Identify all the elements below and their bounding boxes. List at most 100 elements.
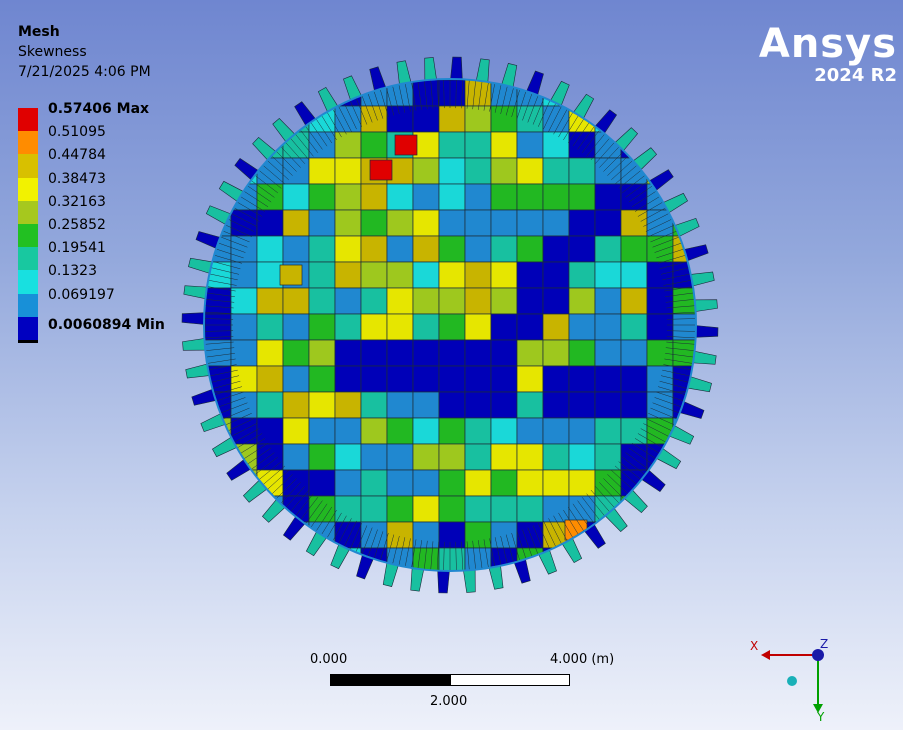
mesh-element [516, 339, 544, 367]
origin-sphere [787, 676, 797, 686]
boundary-mesh-line [338, 106, 352, 132]
mesh-element [438, 131, 466, 159]
mesh-element [230, 209, 258, 237]
boundary-mesh-line [210, 273, 238, 281]
mesh-element [542, 235, 570, 263]
boundary-mesh-line [311, 122, 328, 147]
legend-label: 0.57406 Max [48, 101, 150, 117]
mesh-element [308, 339, 336, 367]
boundary-mesh-line [634, 196, 660, 212]
boundary-mesh-line [511, 532, 520, 560]
boundary-mesh-line [272, 474, 293, 494]
legend-swatch [18, 177, 38, 201]
mesh-element [308, 235, 336, 263]
boundary-mesh-line [361, 96, 373, 123]
boundary-mesh-line [659, 380, 687, 389]
mesh-element [386, 391, 414, 419]
mesh-element [516, 183, 544, 211]
mesh-element [308, 131, 336, 159]
boundary-mesh-line [603, 478, 624, 499]
mesh-element [646, 105, 674, 133]
mesh-element [646, 365, 674, 393]
boundary-mesh-line [548, 518, 562, 544]
mesh-element [256, 391, 284, 419]
z-axis-label: Z [820, 637, 828, 651]
boundary-mesh-line [436, 541, 439, 570]
mesh-element [386, 443, 414, 471]
mesh-element [516, 157, 544, 185]
mesh-element [568, 261, 596, 289]
mesh-element [386, 469, 414, 497]
axis-triad[interactable]: X Z Y [745, 635, 845, 725]
mesh-element [438, 235, 466, 263]
boundary-mesh-line [538, 523, 550, 549]
mesh-element [412, 469, 440, 497]
mesh-element [568, 183, 596, 211]
boundary-mesh-line [305, 126, 323, 150]
mesh-element [412, 443, 440, 471]
mesh-element [256, 339, 284, 367]
mesh-element [438, 80, 466, 107]
boundary-mesh-line [665, 347, 694, 351]
mesh-viewport[interactable] [170, 10, 730, 650]
boundary-mesh-line [538, 101, 550, 127]
mesh-element [334, 209, 362, 237]
mesh-element [256, 183, 284, 211]
mesh-element [594, 183, 622, 211]
boundary-mesh-line [607, 156, 628, 176]
mesh-element [334, 261, 362, 289]
boundary-mesh-line [221, 402, 248, 414]
mesh-element [438, 417, 466, 445]
boundary-mesh-line [643, 213, 669, 227]
result-quantity: Skewness [18, 44, 87, 60]
boundary-mesh-line [663, 364, 691, 370]
boundary-mesh-line [614, 465, 637, 485]
mesh-element [620, 391, 648, 419]
mesh-element [542, 105, 570, 133]
mesh-element [386, 209, 414, 237]
mesh-element [542, 339, 570, 367]
mesh-element [594, 235, 622, 263]
mesh-element [386, 235, 414, 263]
mesh-element [594, 547, 622, 570]
boundary-mesh-line [285, 142, 305, 164]
mesh-element [646, 521, 674, 549]
mesh-element [412, 235, 440, 263]
legend-swatch [18, 108, 38, 132]
mesh-element [256, 547, 284, 570]
mesh-element [464, 417, 492, 445]
boundary-mesh-line [226, 225, 252, 237]
mesh-element [282, 365, 310, 393]
mesh-element [542, 495, 570, 523]
mesh-element [412, 287, 440, 315]
mesh-element [464, 469, 492, 497]
boundary-mesh-line [215, 386, 243, 395]
mesh-element [334, 287, 362, 315]
boundary-mesh-line [548, 106, 562, 132]
boundary-mesh-line [228, 219, 255, 232]
mesh-element [386, 287, 414, 315]
boundary-mesh-line [267, 160, 289, 180]
boundary-mesh-line [665, 353, 693, 358]
boundary-mesh-line [586, 134, 605, 157]
boundary-mesh-line [558, 112, 573, 138]
boundary-mesh-line [240, 438, 266, 454]
boundary-mesh-line [567, 119, 584, 144]
boundary-mesh-line [251, 452, 275, 470]
boundary-mesh-line [216, 391, 244, 401]
mesh-element [568, 235, 596, 263]
boundary-mesh-line [628, 186, 653, 203]
boundary-mesh-line [666, 341, 695, 345]
boundary-mesh-line [206, 347, 235, 351]
mesh-element [308, 469, 336, 497]
mesh-element [464, 131, 492, 159]
mesh-element [516, 391, 544, 419]
boundary-mesh-line [455, 541, 457, 570]
boundary-mesh-line [209, 364, 237, 370]
mesh-element [205, 287, 232, 315]
mesh-element [542, 469, 570, 497]
boundary-mesh-line [259, 461, 282, 480]
mesh-element [256, 209, 284, 237]
boundary-mesh-line [656, 249, 684, 259]
boundary-mesh-line [436, 80, 439, 109]
